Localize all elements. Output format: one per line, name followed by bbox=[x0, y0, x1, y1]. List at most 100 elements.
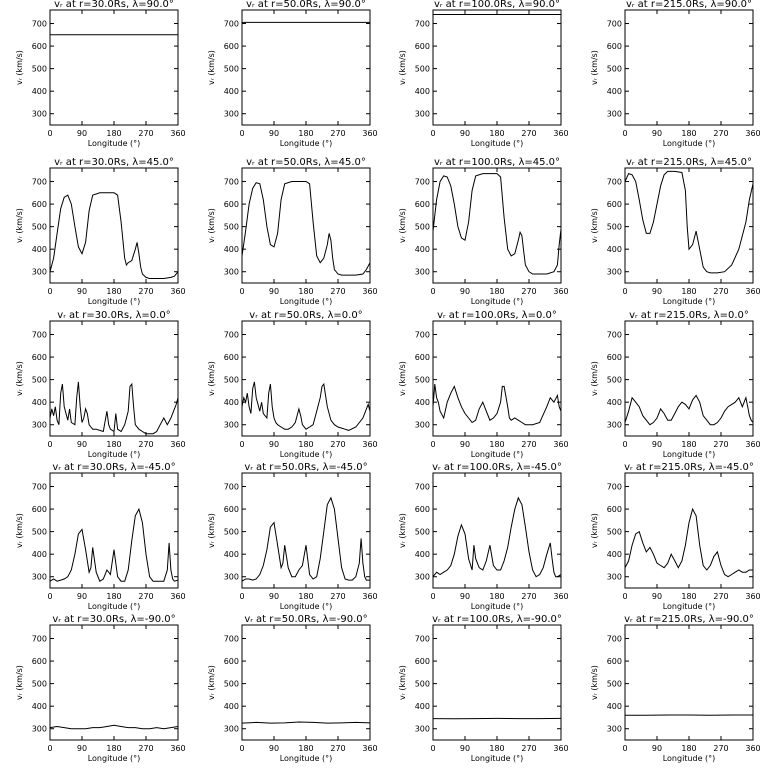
subplot-title: vᵣ at r=50.0Rs, λ=90.0° bbox=[246, 0, 366, 10]
x-tick-label: 180 bbox=[489, 744, 504, 753]
x-tick-label: 360 bbox=[170, 592, 185, 601]
x-axis-label: Longitude (°) bbox=[88, 754, 141, 763]
y-tick-label: 700 bbox=[607, 483, 622, 492]
series-line bbox=[625, 507, 753, 578]
x-tick-label: 270 bbox=[330, 440, 345, 449]
x-tick-label: 180 bbox=[681, 744, 696, 753]
x-tick-label: 0 bbox=[239, 287, 244, 296]
subplot-0-0: vᵣ at r=30.0Rs, λ=90.0° 300 400 500 600 700 0 9… bbox=[15, 0, 186, 148]
subplot-3-2: vᵣ at r=100.0Rs, λ=-45.0° 300 400 500 600 700… bbox=[398, 462, 569, 611]
y-axis-label: vᵣ (km/s) bbox=[590, 208, 599, 243]
subplot-title: vᵣ at r=215.0Rs, λ=0.0° bbox=[629, 310, 749, 321]
y-axis-label: vᵣ (km/s) bbox=[590, 361, 599, 396]
y-tick-label: 300 bbox=[32, 573, 47, 582]
x-tick-label: 180 bbox=[106, 440, 121, 449]
x-tick-label: 90 bbox=[77, 287, 87, 296]
y-axis-label: vᵣ (km/s) bbox=[207, 208, 216, 243]
x-tick-label: 90 bbox=[269, 744, 279, 753]
series-line bbox=[625, 170, 753, 274]
x-tick-label: 270 bbox=[713, 440, 728, 449]
series-line bbox=[625, 394, 753, 426]
subplot-title: vᵣ at r=100.0Rs, λ=-45.0° bbox=[432, 462, 562, 473]
y-tick-label: 600 bbox=[224, 505, 239, 514]
x-tick-label: 180 bbox=[489, 592, 504, 601]
y-tick-label: 400 bbox=[224, 550, 239, 559]
x-axis-label: Longitude (°) bbox=[663, 297, 716, 306]
x-axis-label: Longitude (°) bbox=[471, 450, 524, 459]
y-tick-label: 600 bbox=[415, 657, 430, 666]
y-tick-label: 700 bbox=[224, 20, 239, 29]
y-axis-label: vᵣ (km/s) bbox=[590, 50, 599, 85]
plot-frame bbox=[49, 472, 179, 589]
y-tick-label: 300 bbox=[224, 573, 239, 582]
subplot-title: vᵣ at r=215.0Rs, λ=-90.0° bbox=[624, 614, 754, 625]
y-axis-label: vᵣ (km/s) bbox=[15, 513, 24, 548]
y-tick-label: 700 bbox=[415, 331, 430, 340]
y-tick-label: 500 bbox=[32, 376, 47, 385]
x-tick-label: 270 bbox=[330, 287, 345, 296]
x-tick-label: 270 bbox=[521, 440, 536, 449]
x-tick-label: 180 bbox=[298, 744, 313, 753]
y-tick-label: 400 bbox=[607, 398, 622, 407]
y-tick-label: 600 bbox=[607, 505, 622, 514]
y-tick-label: 400 bbox=[224, 702, 239, 711]
x-axis-label: Longitude (°) bbox=[88, 450, 141, 459]
y-tick-label: 700 bbox=[32, 483, 47, 492]
y-tick-label: 300 bbox=[224, 110, 239, 119]
subplot-title: vᵣ at r=100.0Rs, λ=90.0° bbox=[434, 0, 560, 10]
y-axis-label: vᵣ (km/s) bbox=[207, 513, 216, 548]
y-axis-label: vᵣ (km/s) bbox=[15, 208, 24, 243]
x-tick-label: 180 bbox=[489, 129, 504, 138]
y-tick-label: 500 bbox=[32, 65, 47, 74]
series-line bbox=[433, 173, 561, 275]
y-tick-label: 300 bbox=[32, 268, 47, 277]
y-tick-label: 600 bbox=[224, 353, 239, 362]
x-tick-label: 0 bbox=[622, 287, 627, 296]
plot-frame bbox=[49, 320, 179, 437]
y-tick-label: 500 bbox=[607, 376, 622, 385]
y-tick-label: 600 bbox=[224, 200, 239, 209]
y-tick-label: 300 bbox=[32, 725, 47, 734]
plot-frame bbox=[624, 472, 754, 589]
x-tick-label: 90 bbox=[269, 129, 279, 138]
y-tick-label: 600 bbox=[415, 200, 430, 209]
y-tick-label: 600 bbox=[224, 657, 239, 666]
y-tick-label: 700 bbox=[607, 635, 622, 644]
y-tick-label: 600 bbox=[607, 42, 622, 51]
x-tick-label: 270 bbox=[713, 592, 728, 601]
y-tick-label: 400 bbox=[415, 87, 430, 96]
x-tick-label: 360 bbox=[553, 287, 568, 296]
y-tick-label: 400 bbox=[224, 245, 239, 254]
y-tick-label: 300 bbox=[224, 421, 239, 430]
x-tick-label: 90 bbox=[652, 744, 662, 753]
y-axis-label: vᵣ (km/s) bbox=[398, 513, 407, 548]
plot-frame bbox=[49, 167, 179, 284]
y-tick-label: 400 bbox=[224, 87, 239, 96]
x-tick-label: 270 bbox=[521, 744, 536, 753]
x-tick-label: 270 bbox=[138, 592, 153, 601]
series-line bbox=[242, 381, 370, 431]
x-tick-label: 180 bbox=[298, 592, 313, 601]
x-axis-label: Longitude (°) bbox=[280, 602, 333, 611]
x-axis-label: Longitude (°) bbox=[471, 297, 524, 306]
subplot-0-2: vᵣ at r=100.0Rs, λ=90.0° 300 400 500 600 700 0… bbox=[398, 0, 569, 148]
subplot-4-1: vᵣ at r=50.0Rs, λ=-90.0° 300 400 500 600 700 0… bbox=[207, 614, 378, 763]
x-tick-label: 180 bbox=[681, 440, 696, 449]
x-tick-label: 270 bbox=[713, 129, 728, 138]
x-tick-label: 360 bbox=[553, 744, 568, 753]
plot-frame bbox=[432, 624, 562, 741]
y-tick-label: 400 bbox=[607, 702, 622, 711]
x-tick-label: 90 bbox=[77, 440, 87, 449]
subplot-2-2: vᵣ at r=100.0Rs, λ=0.0° 300 400 500 600 700 0 9… bbox=[398, 310, 569, 459]
y-tick-label: 500 bbox=[607, 65, 622, 74]
subplot-4-2: vᵣ at r=100.0Rs, λ=-90.0° 300 400 500 600 700… bbox=[398, 614, 569, 763]
x-tick-label: 270 bbox=[521, 129, 536, 138]
x-tick-label: 180 bbox=[106, 592, 121, 601]
x-tick-label: 90 bbox=[460, 592, 470, 601]
x-tick-label: 180 bbox=[681, 592, 696, 601]
y-axis-label: vᵣ (km/s) bbox=[590, 665, 599, 700]
subplot-title: vᵣ at r=30.0Rs, λ=-45.0° bbox=[52, 462, 175, 473]
y-tick-label: 600 bbox=[224, 42, 239, 51]
y-tick-label: 600 bbox=[607, 200, 622, 209]
subplot-1-3: vᵣ at r=215.0Rs, λ=45.0° 300 400 500 600 700 0… bbox=[590, 157, 761, 306]
